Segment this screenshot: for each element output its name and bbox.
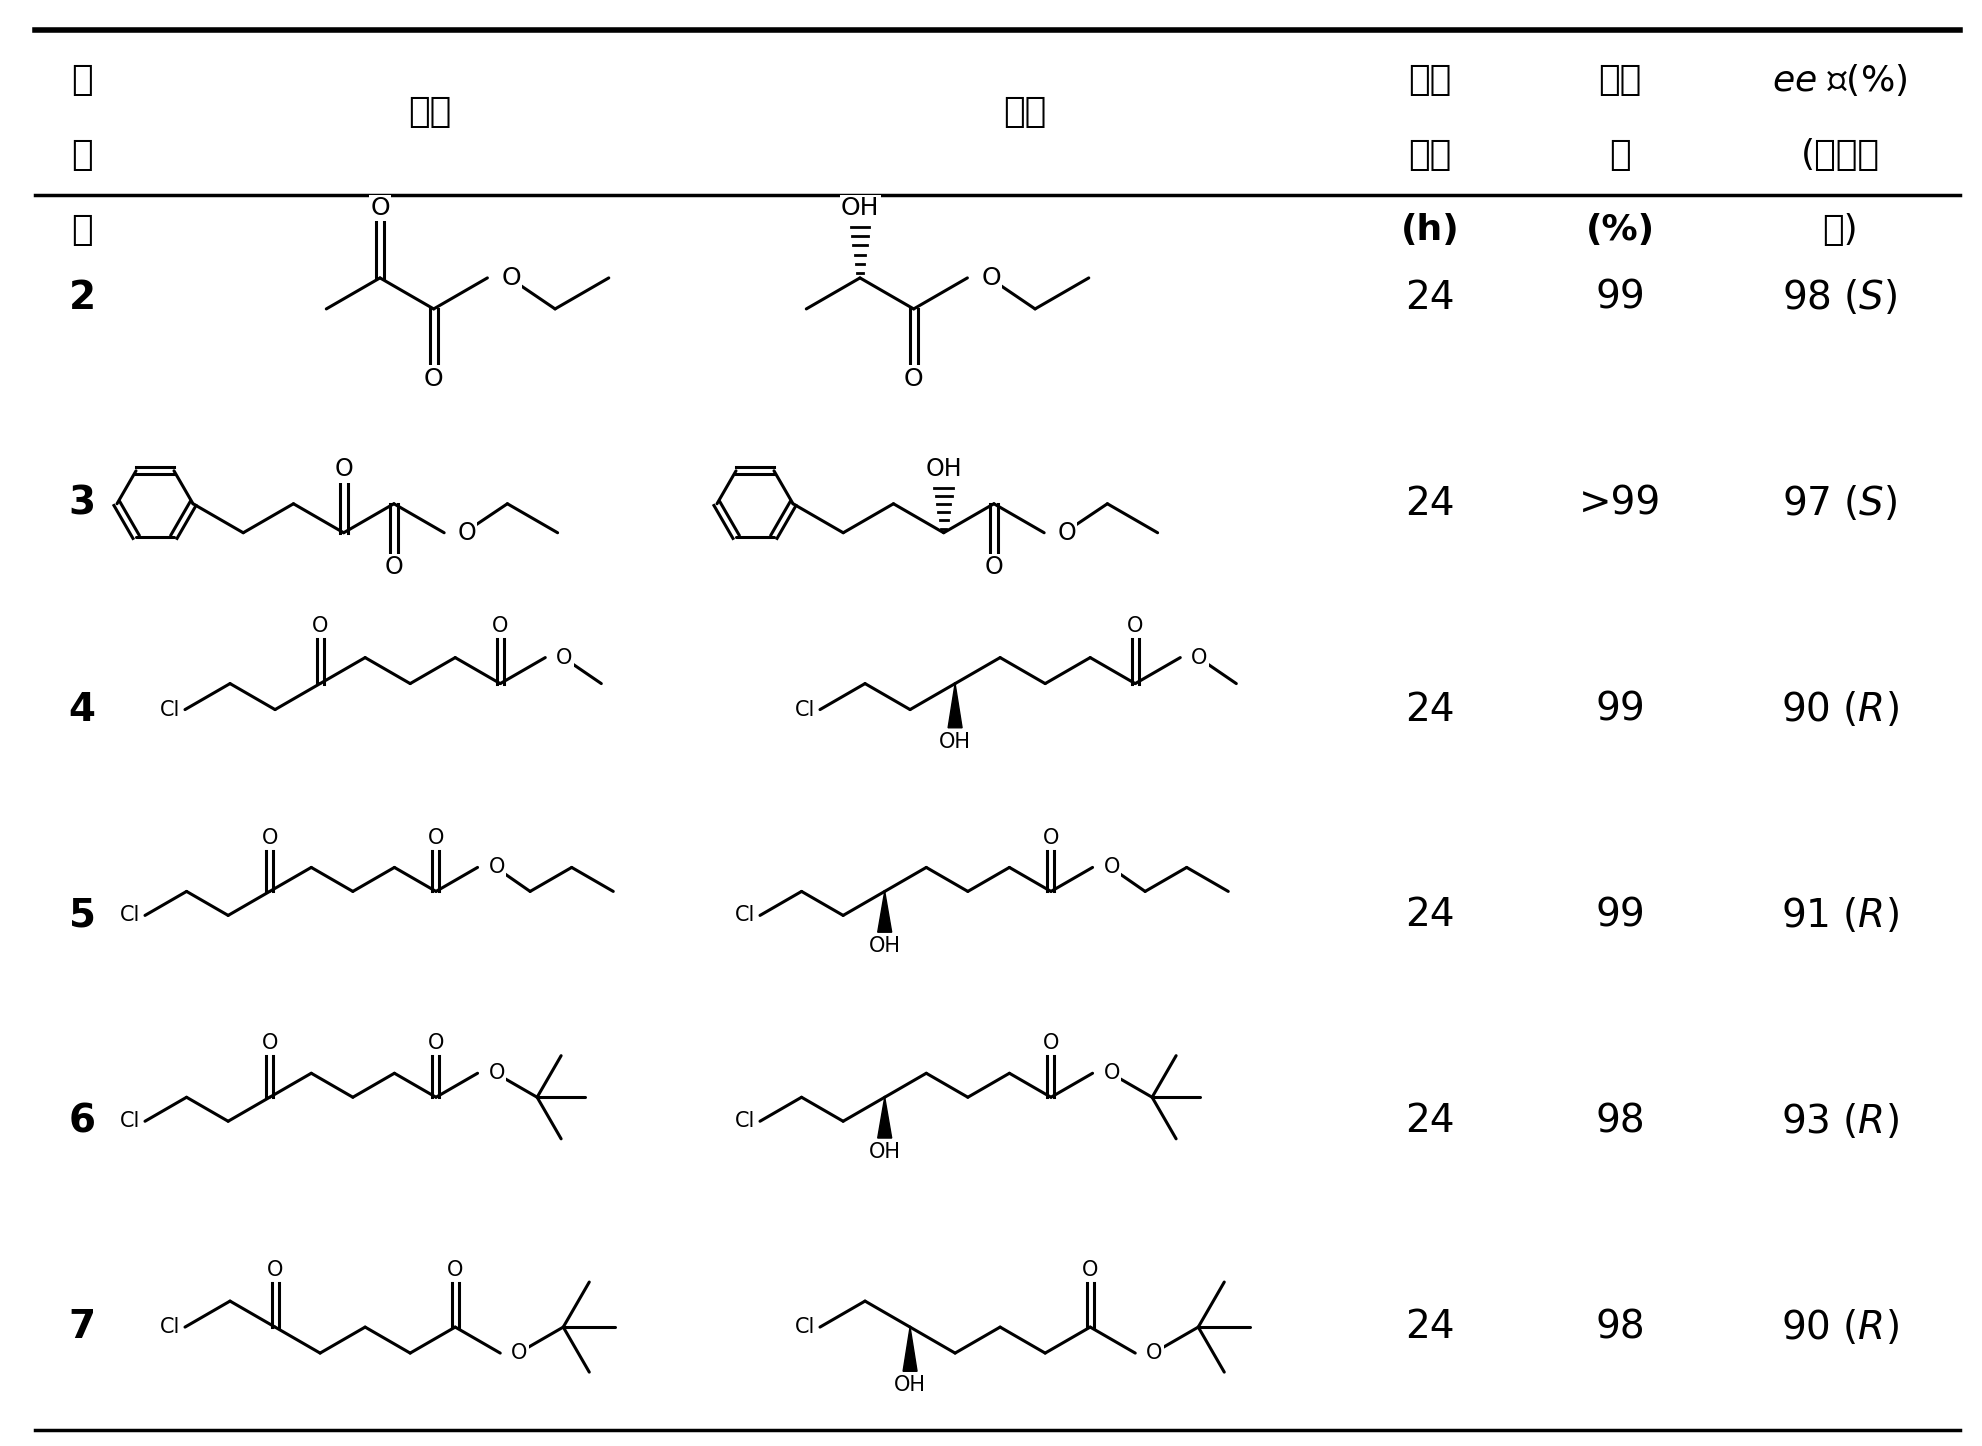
Text: O: O <box>428 1034 444 1054</box>
Text: O: O <box>488 857 505 878</box>
Text: 2: 2 <box>69 279 95 317</box>
Polygon shape <box>878 1098 892 1138</box>
Text: O: O <box>1056 521 1076 545</box>
Text: 5: 5 <box>69 897 95 934</box>
Text: O: O <box>1104 857 1120 878</box>
Text: Cl: Cl <box>795 700 815 720</box>
Text: 93 ($\mathit{R}$): 93 ($\mathit{R}$) <box>1782 1102 1899 1141</box>
Text: O: O <box>371 197 390 220</box>
Text: (产物构: (产物构 <box>1800 137 1879 172</box>
Text: Cl: Cl <box>795 1317 815 1338</box>
Text: O: O <box>262 827 277 847</box>
Text: Cl: Cl <box>161 1317 180 1338</box>
Text: OH: OH <box>868 1142 900 1163</box>
Text: 90 ($\mathit{R}$): 90 ($\mathit{R}$) <box>1782 690 1899 729</box>
Text: OH: OH <box>939 732 971 752</box>
Text: O: O <box>1128 616 1144 636</box>
Text: O: O <box>1104 1063 1120 1083</box>
Text: O: O <box>1146 1343 1163 1364</box>
Text: O: O <box>385 555 402 578</box>
Text: 99: 99 <box>1596 691 1645 729</box>
Text: 施: 施 <box>71 137 93 172</box>
Text: O: O <box>424 367 444 390</box>
Text: O: O <box>985 555 1003 578</box>
Text: O: O <box>501 266 521 289</box>
Polygon shape <box>878 891 892 933</box>
Text: 98: 98 <box>1596 1309 1645 1346</box>
Text: 24: 24 <box>1405 1309 1455 1346</box>
Text: O: O <box>1043 1034 1058 1054</box>
Text: 98 ($\mathit{S}$): 98 ($\mathit{S}$) <box>1782 279 1897 318</box>
Text: OH: OH <box>868 936 900 956</box>
Text: O: O <box>428 827 444 847</box>
Text: 底物: 底物 <box>408 95 452 130</box>
Text: (%): (%) <box>1586 213 1655 247</box>
Text: OH: OH <box>840 197 880 220</box>
Text: 24: 24 <box>1405 279 1455 317</box>
Text: 99: 99 <box>1596 279 1645 317</box>
Text: OH: OH <box>926 457 961 482</box>
Text: 24: 24 <box>1405 897 1455 934</box>
Text: O: O <box>262 1034 277 1054</box>
Text: 24: 24 <box>1405 1102 1455 1141</box>
Text: O: O <box>511 1343 527 1364</box>
Text: Cl: Cl <box>119 1111 141 1131</box>
Text: 24: 24 <box>1405 691 1455 729</box>
Text: 转化: 转化 <box>1597 64 1641 97</box>
Text: 率: 率 <box>1609 137 1631 172</box>
Text: Cl: Cl <box>735 1111 755 1131</box>
Text: O: O <box>1191 648 1207 668</box>
Text: O: O <box>458 521 476 545</box>
Text: O: O <box>448 1259 464 1280</box>
Text: O: O <box>981 266 1001 289</box>
Text: $\mathit{ee}$ 值(%): $\mathit{ee}$ 值(%) <box>1772 62 1907 98</box>
Text: (h): (h) <box>1401 213 1459 247</box>
Text: 时间: 时间 <box>1409 137 1451 172</box>
Text: 反应: 反应 <box>1409 64 1451 97</box>
Text: 例: 例 <box>71 213 93 247</box>
Text: 24: 24 <box>1405 484 1455 523</box>
Text: O: O <box>311 616 329 636</box>
Text: OH: OH <box>894 1375 926 1395</box>
Text: O: O <box>904 367 924 390</box>
Text: 90 ($\mathit{R}$): 90 ($\mathit{R}$) <box>1782 1307 1899 1346</box>
Text: O: O <box>557 648 573 668</box>
Polygon shape <box>947 684 961 727</box>
Text: 实: 实 <box>71 64 93 97</box>
Text: 7: 7 <box>69 1309 95 1346</box>
Text: 99: 99 <box>1596 897 1645 934</box>
Text: O: O <box>1043 827 1058 847</box>
Text: 91 ($\mathit{R}$): 91 ($\mathit{R}$) <box>1782 897 1899 936</box>
Text: O: O <box>488 1063 505 1083</box>
Text: 98: 98 <box>1596 1102 1645 1141</box>
Text: 6: 6 <box>69 1102 95 1141</box>
Text: Cl: Cl <box>119 905 141 925</box>
Text: >99: >99 <box>1580 484 1661 523</box>
Polygon shape <box>904 1327 918 1371</box>
Text: Cl: Cl <box>161 700 180 720</box>
Text: O: O <box>335 457 353 482</box>
Text: 4: 4 <box>69 691 95 729</box>
Text: 产物: 产物 <box>1003 95 1046 130</box>
Text: O: O <box>1082 1259 1098 1280</box>
Text: 型): 型) <box>1821 213 1857 247</box>
Text: 97 ($\mathit{S}$): 97 ($\mathit{S}$) <box>1782 484 1897 523</box>
Text: O: O <box>268 1259 283 1280</box>
Text: O: O <box>492 616 509 636</box>
Text: 3: 3 <box>69 484 95 523</box>
Text: Cl: Cl <box>735 905 755 925</box>
